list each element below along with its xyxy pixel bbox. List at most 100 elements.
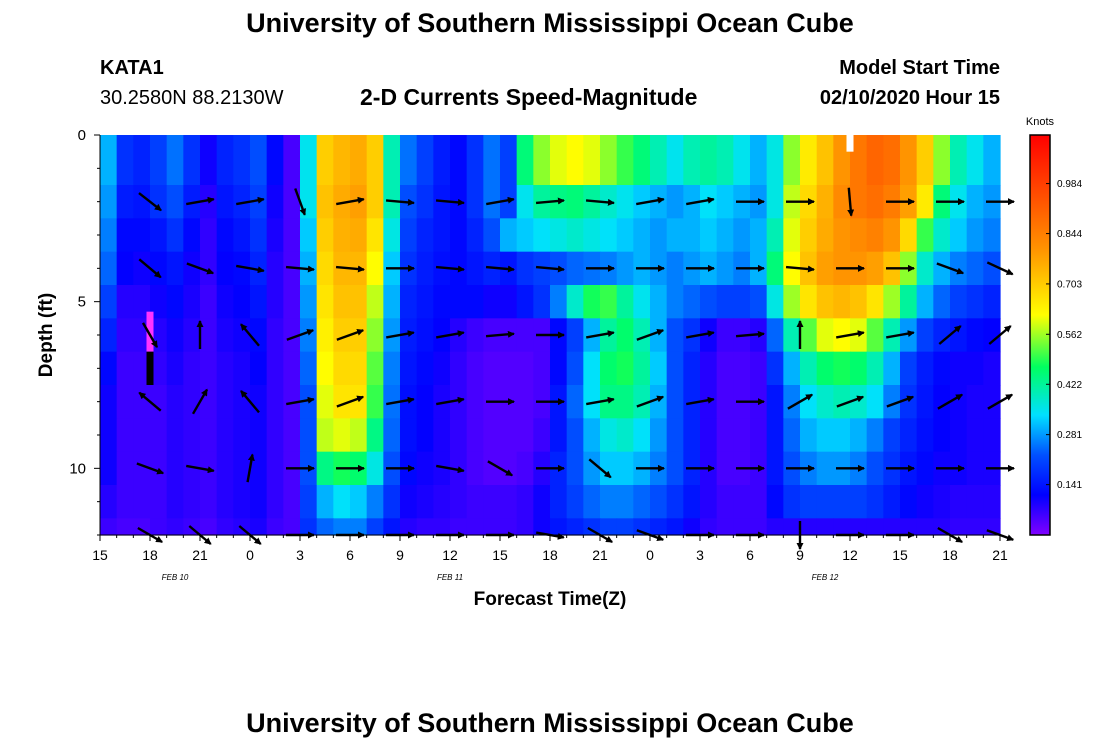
heatmap-cell [333, 135, 351, 186]
heatmap-cell [716, 185, 734, 219]
heatmap-cell [983, 418, 1001, 453]
heatmap-cell [833, 518, 851, 536]
heatmap-cell [266, 285, 284, 319]
heatmap-cell [200, 135, 218, 186]
heatmap-cell [333, 351, 351, 386]
heatmap-cell [933, 135, 951, 186]
heatmap-cell [183, 318, 201, 353]
y-tick-label: 10 [69, 460, 86, 477]
current-vector [138, 258, 162, 279]
heatmap-cell [500, 285, 518, 319]
heatmap-cell [183, 485, 201, 519]
heatmap-cell [683, 351, 701, 386]
heatmap-cell [283, 518, 301, 536]
heatmap-cell [116, 218, 134, 253]
heatmap-cell [383, 135, 401, 186]
heatmap-cell [233, 418, 251, 453]
colorbar: Knots 0.984 0.844 0.703 0.562 0.422 0.281 0.141 [1026, 116, 1082, 536]
heatmap-cell [283, 418, 301, 453]
heatmap-cell [450, 135, 468, 186]
heatmap-cell [466, 418, 484, 453]
current-vector [886, 330, 915, 339]
heatmap-cell [400, 518, 418, 536]
heatmap-cell [933, 351, 951, 386]
heatmap-cell [616, 251, 634, 286]
heatmap-cell [266, 135, 284, 186]
heatmap-cell [916, 518, 934, 536]
heatmap-cell [183, 351, 201, 386]
heatmap-cell [983, 135, 1001, 186]
heatmap-cell [350, 418, 368, 453]
current-vector [836, 395, 865, 408]
heatmap-cell [733, 418, 751, 453]
heatmap-cell [533, 285, 551, 319]
heatmap-cell [983, 285, 1001, 319]
heatmap-cell [683, 485, 701, 519]
heatmap-cell [650, 351, 668, 386]
heatmap-cell [866, 518, 884, 536]
heatmap-cell [933, 418, 951, 453]
heatmap-cell [600, 135, 618, 186]
heatmap-cell [783, 218, 801, 253]
current-vector [787, 393, 813, 410]
heatmap-cell [583, 451, 601, 486]
heatmap-cell [416, 451, 434, 486]
heatmap-cell [900, 285, 918, 319]
heatmap-cell [850, 351, 868, 386]
heatmap-cell [950, 518, 968, 536]
chart-subtitle: 2-D Currents Speed-Magnitude [360, 84, 698, 110]
heatmap-cell [600, 418, 618, 453]
heatmap-cell [783, 418, 801, 453]
heatmap-cell [200, 218, 218, 253]
heatmap-cell [116, 385, 134, 419]
heatmap-cell [916, 418, 934, 453]
heatmap-cell [500, 518, 518, 536]
heatmap-cell [583, 518, 601, 536]
current-vector [586, 330, 615, 339]
heatmap-cell [583, 485, 601, 519]
heatmap-cell [583, 218, 601, 253]
heatmap-cell [116, 285, 134, 319]
heatmap-cell [516, 518, 534, 536]
heatmap-cell [300, 485, 318, 519]
heatmap-cell [250, 385, 268, 419]
heatmap-cell [266, 318, 284, 353]
heatmap-cell [883, 351, 901, 386]
heatmap-cell [483, 418, 501, 453]
current-vector [186, 196, 215, 206]
heatmap-cell [400, 285, 418, 319]
heatmap-cell [516, 218, 534, 253]
heatmap-cell [200, 485, 218, 519]
heatmap-cell [633, 135, 651, 186]
current-vector [138, 192, 162, 212]
heatmap-cell [883, 418, 901, 453]
heatmap-cell [716, 485, 734, 519]
heatmap-cell [916, 485, 934, 519]
current-vector [986, 261, 1014, 276]
heatmap-cell [333, 318, 351, 353]
current-vector [336, 196, 365, 206]
heatmap-cell [883, 135, 901, 186]
heatmap-cell [233, 218, 251, 253]
heatmap-cell [566, 351, 584, 386]
heatmap-cell [550, 285, 568, 319]
colorbar-tick-label: 0.281 [1057, 430, 1082, 441]
heatmap-cell [933, 285, 951, 319]
heatmap-cell [700, 518, 718, 536]
heatmap-cell [700, 285, 718, 319]
heatmap-cell [666, 518, 684, 536]
heatmap-cell [366, 318, 384, 353]
colorbar-tick-label: 0.703 [1057, 279, 1082, 290]
heatmap-cell [600, 218, 618, 253]
heatmap-cell [300, 418, 318, 453]
heatmap-cell [250, 285, 268, 319]
x-tick-label: 15 [92, 547, 108, 563]
heatmap-cell [266, 418, 284, 453]
heatmap-cell [133, 251, 151, 286]
heatmap-cell [616, 185, 634, 219]
heatmap-cell [950, 385, 968, 419]
heatmap-cell [133, 385, 151, 419]
x-tick-label: 6 [346, 547, 354, 563]
heatmap-cell [500, 218, 518, 253]
heatmap-cell [866, 485, 884, 519]
